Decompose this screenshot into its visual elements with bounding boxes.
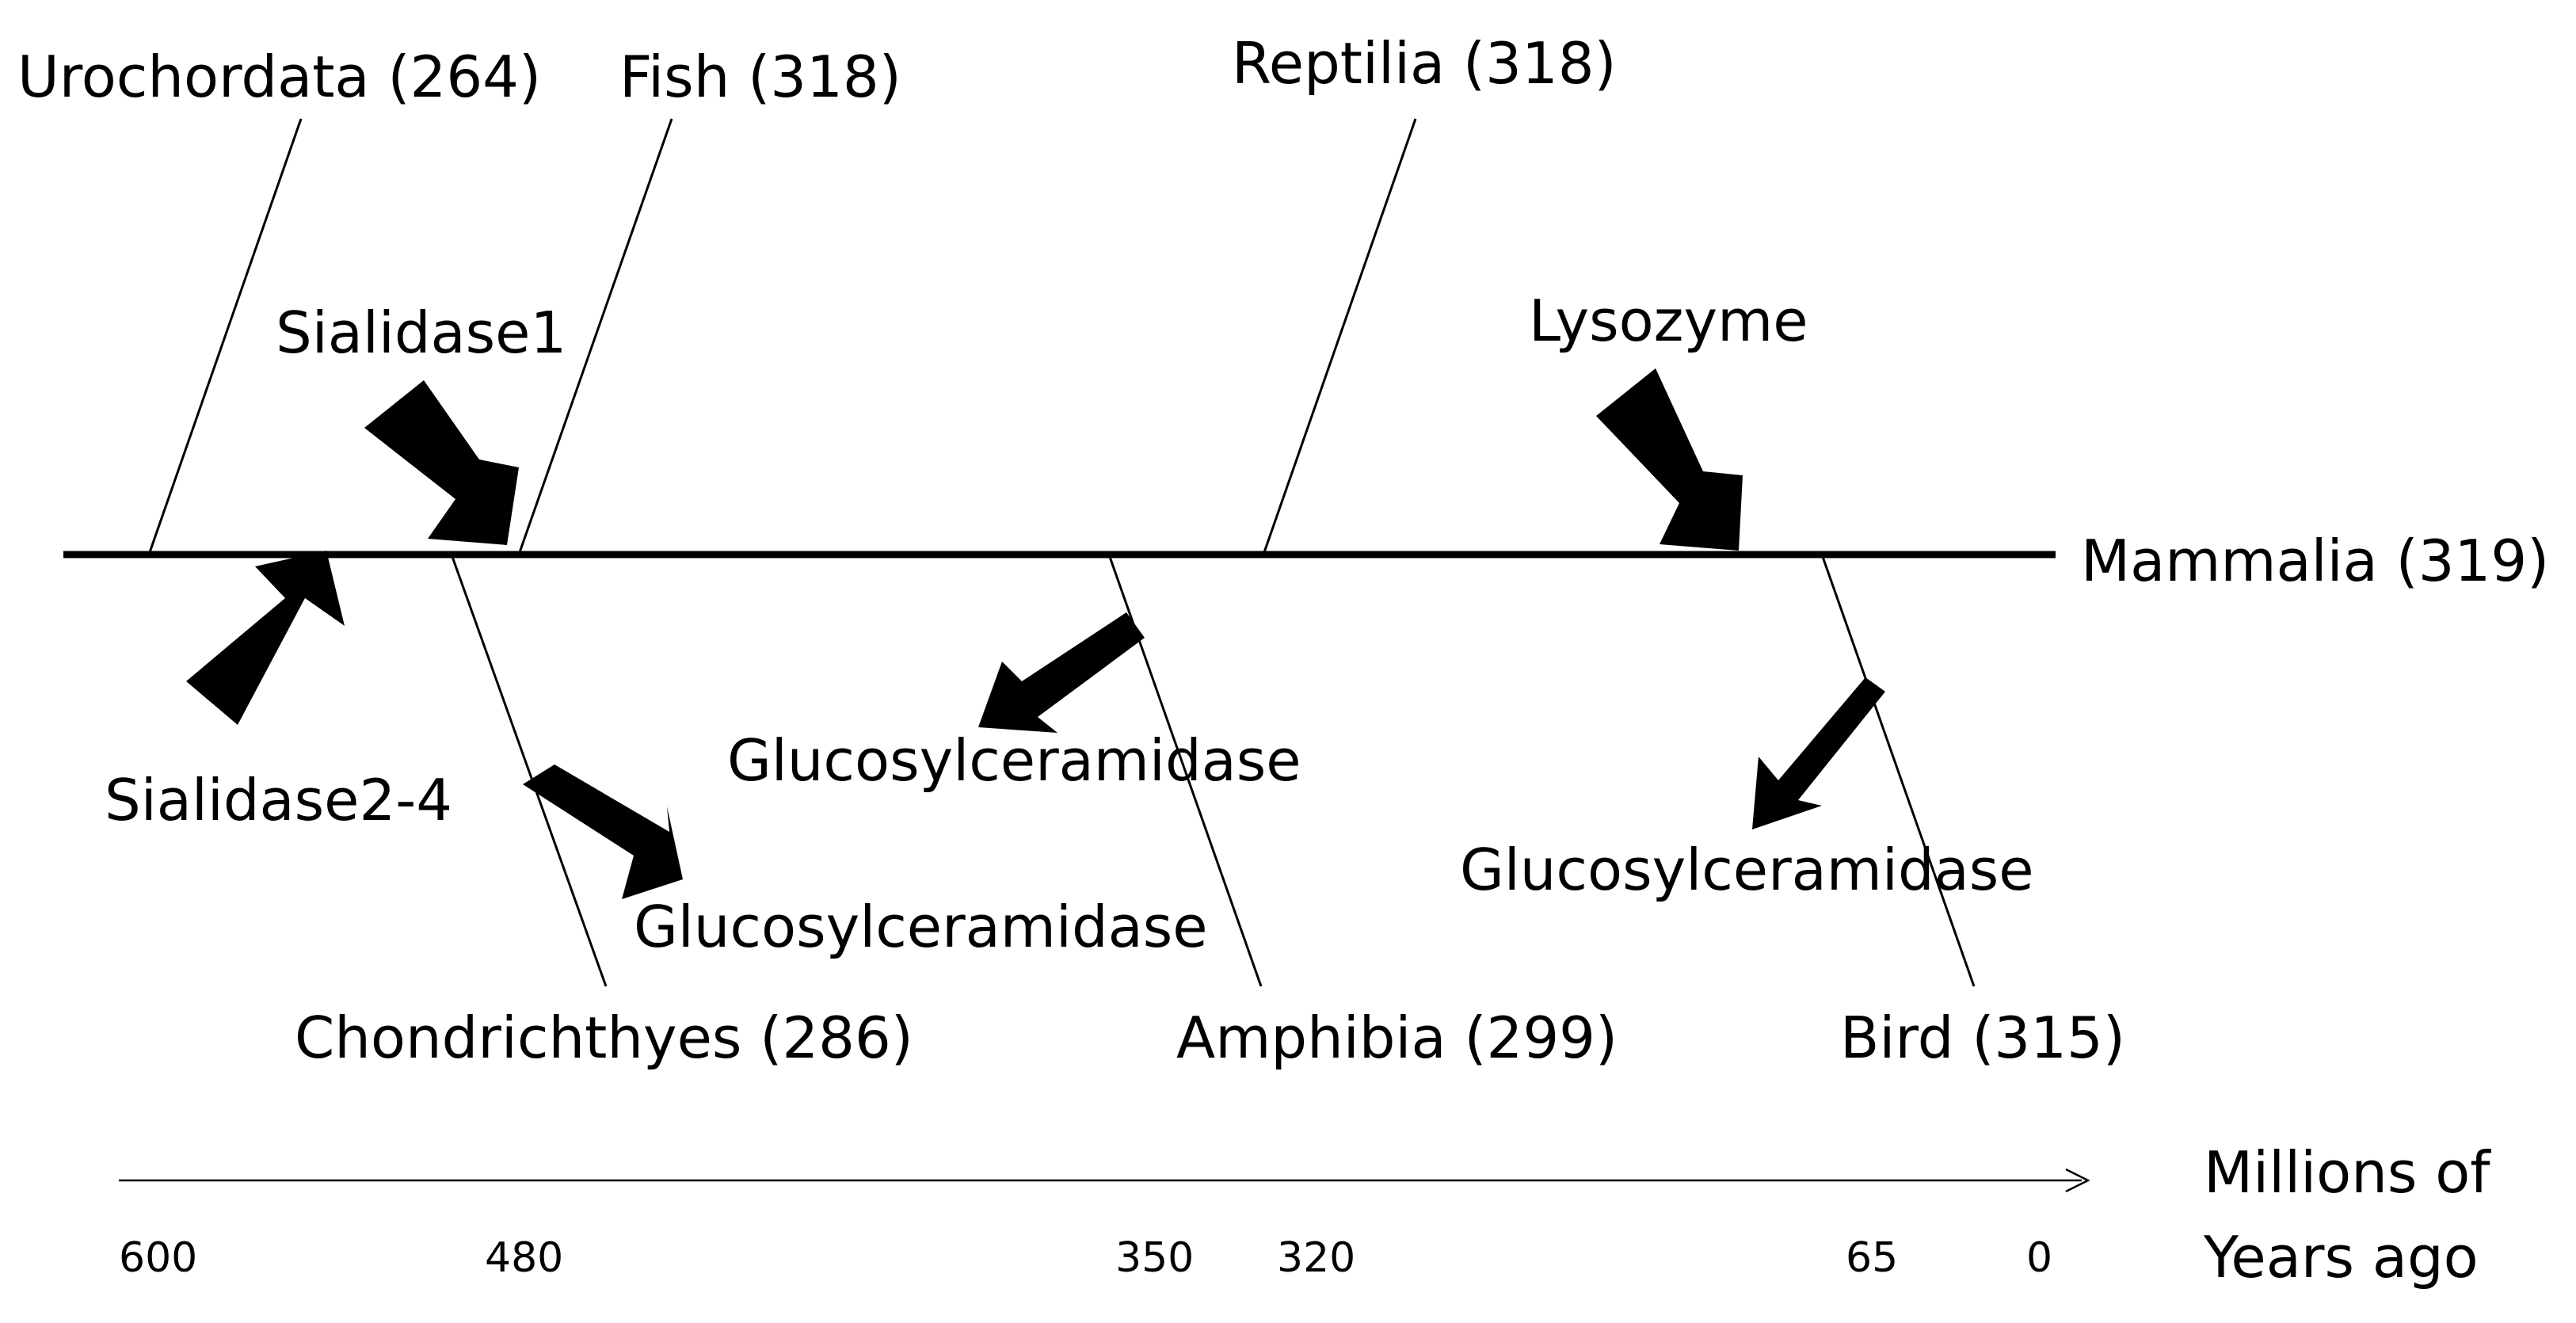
label-glucosylceramidase-bird: Glucosylceramidase [1460,837,2034,903]
branch-reptilia [1262,118,1417,555]
label-glucosylceramidase-amphibia: Glucosylceramidase [727,727,1301,794]
branch-bird [1820,554,1976,987]
glucosylceramidase-amphibia-arrow-icon [978,612,1145,733]
label-amphibia: Amphibia (299) [1176,1005,1618,1071]
sialidase1-arrow-icon [364,380,519,545]
time-tick-label: 320 [1277,1234,1355,1282]
label-glucosylceramidase-chondrichthyes: Glucosylceramidase [634,894,1208,960]
time-tick-label: 600 [119,1234,197,1282]
time-axis-arrowhead-icon [2065,1168,2090,1193]
time-tick-label: 0 [2026,1234,2052,1282]
branch-fish [517,118,673,555]
branch-urochordata [147,118,303,555]
label-sialidase1: Sialidase1 [276,299,566,366]
time-tick-label: 65 [1846,1234,1898,1282]
label-fish: Fish (318) [619,44,901,110]
label-lysozyme: Lysozyme [1529,288,1808,354]
glucosylceramidase-bird-arrow-icon [1752,677,1885,829]
time-tick-label: 480 [485,1234,563,1282]
label-urochordata: Urochordata (264) [17,44,541,110]
time-axis-unit-line1: Millions of [2204,1139,2491,1206]
time-tick-label: 350 [1115,1234,1194,1282]
sialidase2-4-arrow-icon [186,551,345,725]
label-chondrichthyes: Chondrichthyes (286) [295,1005,913,1071]
label-sialidase2-4: Sialidase2-4 [105,767,452,833]
label-bird: Bird (315) [1840,1005,2125,1071]
label-mammalia: Mammalia (319) [2081,528,2549,594]
time-axis-unit-line2: Years ago [2203,1224,2479,1291]
lysozyme-arrow-icon [1596,368,1743,551]
branch-chondrichthyes [450,554,608,987]
glucosylceramidase-chondrichthyes-arrow-icon [523,764,683,899]
label-reptilia: Reptilia (318) [1232,30,1617,97]
